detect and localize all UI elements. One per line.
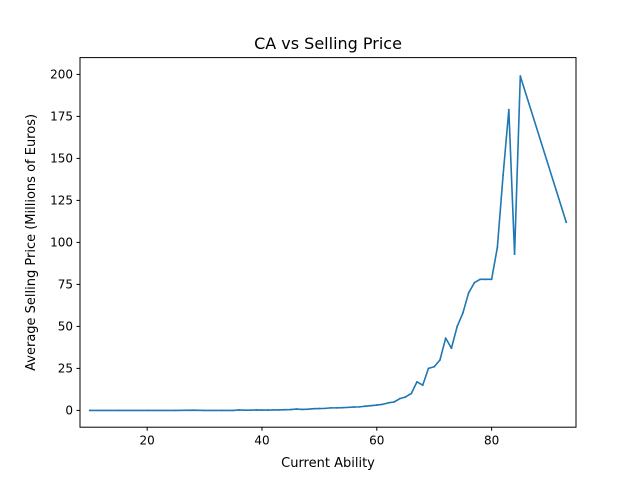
data-point [416,380,418,383]
data-point [565,221,568,224]
y-tick-label: 75 [58,278,73,292]
data-point [484,278,487,281]
data-point [462,312,464,314]
y-tick-label: 50 [58,320,73,334]
y-tick-label: 25 [58,362,73,376]
data-point [502,174,504,177]
data-point [456,325,459,328]
y-tick-label: 175 [50,110,73,124]
data-point [243,409,246,412]
y-axis-label: Average Selling Price (Millions of Euros… [24,114,39,371]
data-point [370,404,372,407]
data-point [255,408,258,411]
data-point [467,291,470,294]
data-point [513,253,516,256]
data-point [444,337,447,340]
data-point [203,409,206,412]
data-point [358,405,361,408]
data-point [261,409,263,411]
data-point [220,409,223,412]
data-point [88,409,91,412]
y-tick-label: 150 [50,152,73,166]
data-point [295,408,298,410]
data-point [507,108,510,111]
data-point [272,408,275,411]
x-tick-label: 40 [254,434,269,448]
data-point [117,409,120,412]
data-point [278,408,281,411]
data-point [439,359,441,361]
data-point [301,408,304,411]
plot-frame [79,57,577,428]
data-point [289,408,292,411]
x-tick-label: 80 [484,434,499,448]
data-point [318,407,321,410]
data-point [232,409,235,412]
x-axis-label: Current Ability [281,456,375,471]
data-point [410,392,413,395]
data-point [519,75,522,77]
plot-area [88,75,568,412]
data-point [387,401,390,404]
data-point [329,406,332,409]
data-point [473,281,476,284]
data-point [352,406,355,408]
data-point [427,367,430,370]
data-point [398,397,401,400]
data-point [375,404,378,406]
x-tick-label: 60 [369,434,384,448]
data-point [433,365,436,368]
data-point [146,409,149,412]
data-point [284,408,286,411]
data-point [479,278,482,281]
data-point [404,396,407,398]
data-point [307,408,309,411]
data-point [266,409,269,411]
y-tick-label: 200 [50,68,73,82]
data-point [421,384,424,387]
data-point [364,405,367,408]
y-tick-label: 0 [65,404,73,418]
data-point [347,406,349,409]
y-tick-label: 125 [50,194,73,208]
data-point [324,407,327,410]
data-point [192,409,194,412]
chart-title: CA vs Selling Price [254,34,402,53]
data-point [312,407,315,410]
y-tick-label: 100 [50,236,73,250]
data-point [335,406,338,409]
data-point [174,409,177,412]
data-point [496,246,499,249]
data-point [381,403,384,406]
data-point [393,401,395,403]
data-point [249,409,252,412]
axis-ticks: 20 40 60 80 0 25 50 75 100 125 150 175 200 [50,68,499,448]
x-tick-label: 20 [140,434,155,448]
data-point [341,406,344,409]
data-point [238,408,240,411]
data-point [450,347,453,350]
data-point [490,278,493,281]
